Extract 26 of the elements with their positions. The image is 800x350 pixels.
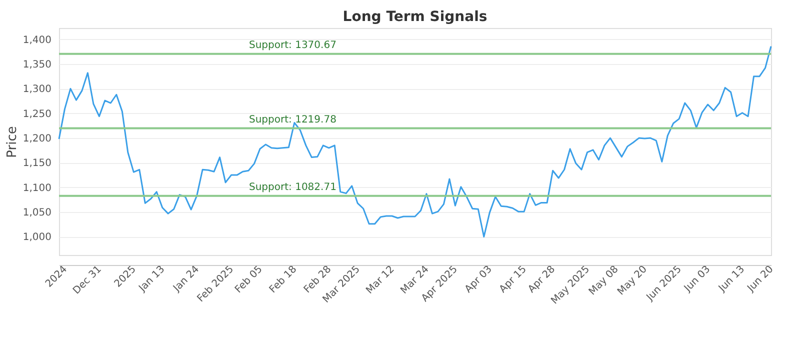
chart-title: Long Term Signals [342,9,488,25]
y-axis-title: Price [4,126,20,158]
x-tick-label: Apr 28 [526,264,558,296]
ref-line-label: Support: 1219.78 [249,114,336,126]
y-tick-label: 1,000 [22,232,52,244]
x-tick-label: Mar 12 [364,264,397,296]
y-tick-label: 1,150 [22,158,52,170]
x-tick-label: Dec 31 [71,264,104,297]
x-tick-label: Jan 24 [170,264,202,295]
y-tick-label: 1,200 [22,134,52,145]
ref-line-label: Support: 1082.71 [249,182,336,193]
y-tick-label: 1,050 [22,208,52,219]
x-tick-label: Apr 15 [498,264,529,296]
x-tick-label: Feb 05 [233,264,265,296]
x-tick-label: Jun 13 [716,264,748,295]
y-tick-label: 1,400 [22,34,52,46]
x-tick-label: Jun 03 [682,264,713,295]
x-tick-label: Jan 13 [136,264,168,295]
x-tick-label: Feb 18 [268,264,300,296]
y-tick-label: 1,350 [22,60,52,71]
x-tick-label: Apr 03 [463,264,494,296]
x-tick-label: Jun 20 [744,264,776,295]
y-tick-label: 1,100 [22,182,52,194]
ref-line-label: Support: 1370.67 [249,40,336,51]
y-tick-label: 1,300 [22,84,52,96]
y-tick-label: 1,250 [22,108,52,120]
